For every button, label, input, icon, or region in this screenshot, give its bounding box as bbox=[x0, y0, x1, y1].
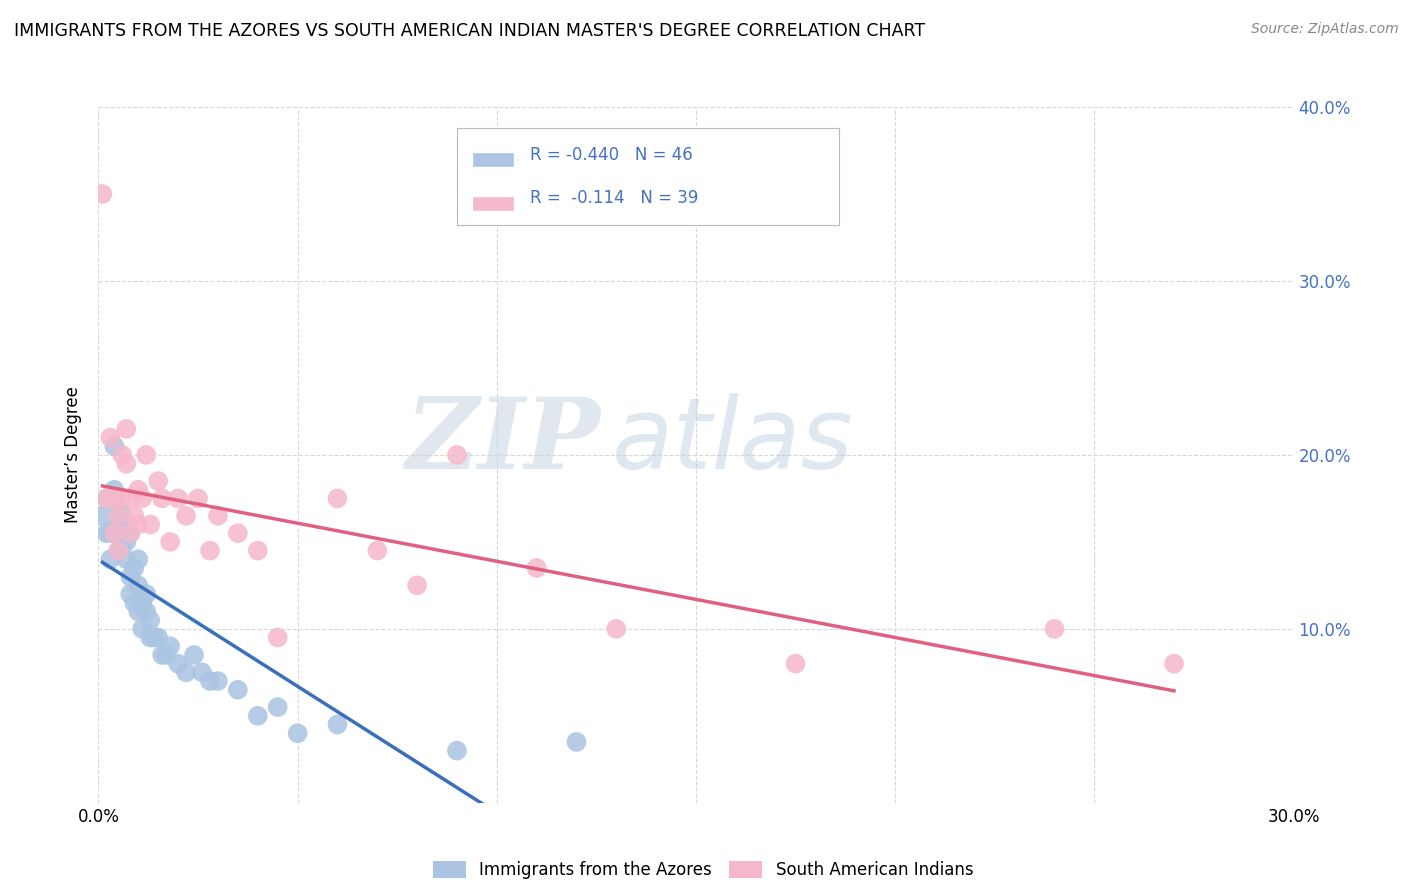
Point bbox=[135, 587, 157, 601]
Point bbox=[565, 735, 588, 749]
Point bbox=[155, 648, 177, 662]
Point bbox=[115, 457, 138, 471]
Point bbox=[167, 491, 190, 506]
Point bbox=[124, 561, 146, 575]
Point bbox=[120, 526, 142, 541]
Point bbox=[107, 500, 129, 514]
Point bbox=[96, 491, 118, 506]
Point bbox=[326, 717, 349, 731]
Point bbox=[103, 491, 125, 506]
Point bbox=[366, 543, 388, 558]
Point bbox=[131, 622, 153, 636]
Point bbox=[111, 508, 134, 523]
Point bbox=[127, 483, 149, 497]
Point bbox=[198, 674, 221, 689]
Point bbox=[124, 508, 146, 523]
Point bbox=[100, 552, 122, 566]
Point bbox=[139, 613, 162, 627]
Point bbox=[131, 491, 153, 506]
Point bbox=[148, 631, 170, 645]
Point bbox=[159, 639, 181, 653]
Text: atlas: atlas bbox=[613, 392, 853, 490]
Point bbox=[115, 534, 138, 549]
Point bbox=[96, 491, 118, 506]
Point bbox=[139, 517, 162, 532]
Point bbox=[198, 543, 221, 558]
Point bbox=[526, 561, 548, 575]
Point bbox=[139, 631, 162, 645]
Point bbox=[127, 552, 149, 566]
Point bbox=[100, 431, 122, 445]
Point bbox=[111, 491, 134, 506]
Point bbox=[207, 674, 229, 689]
Point bbox=[91, 508, 114, 523]
Point bbox=[267, 700, 290, 714]
Point bbox=[120, 570, 142, 584]
Y-axis label: Master’s Degree: Master’s Degree bbox=[65, 386, 83, 524]
Point bbox=[107, 543, 129, 558]
Point bbox=[167, 657, 190, 671]
Point bbox=[91, 187, 114, 202]
Point bbox=[107, 508, 129, 523]
Point bbox=[131, 596, 153, 610]
Point bbox=[150, 648, 173, 662]
Legend: Immigrants from the Azores, South American Indians: Immigrants from the Azores, South Americ… bbox=[433, 861, 973, 880]
Point bbox=[1163, 657, 1185, 671]
Text: IMMIGRANTS FROM THE AZORES VS SOUTH AMERICAN INDIAN MASTER'S DEGREE CORRELATION : IMMIGRANTS FROM THE AZORES VS SOUTH AMER… bbox=[14, 22, 925, 40]
Point bbox=[446, 448, 468, 462]
Text: ZIP: ZIP bbox=[405, 392, 600, 489]
Point bbox=[150, 491, 173, 506]
Point bbox=[124, 596, 146, 610]
Point bbox=[103, 526, 125, 541]
Point bbox=[605, 622, 627, 636]
Point bbox=[246, 708, 269, 723]
Point bbox=[1043, 622, 1066, 636]
Point bbox=[127, 605, 149, 619]
Point bbox=[127, 578, 149, 592]
Point bbox=[174, 508, 197, 523]
Point bbox=[191, 665, 214, 680]
Point bbox=[785, 657, 807, 671]
Point bbox=[135, 448, 157, 462]
Point bbox=[174, 665, 197, 680]
Point bbox=[100, 526, 122, 541]
Point bbox=[446, 744, 468, 758]
Point bbox=[127, 517, 149, 532]
Point bbox=[115, 422, 138, 436]
Point bbox=[183, 648, 205, 662]
Point bbox=[287, 726, 309, 740]
Point bbox=[115, 552, 138, 566]
Point bbox=[246, 543, 269, 558]
Point bbox=[143, 631, 166, 645]
Point bbox=[406, 578, 429, 592]
Point bbox=[226, 526, 249, 541]
Point bbox=[120, 587, 142, 601]
Point bbox=[120, 491, 142, 506]
Point bbox=[326, 491, 349, 506]
Point bbox=[226, 682, 249, 697]
Point bbox=[267, 631, 290, 645]
Point bbox=[107, 517, 129, 532]
Text: Source: ZipAtlas.com: Source: ZipAtlas.com bbox=[1251, 22, 1399, 37]
Point bbox=[103, 439, 125, 453]
Point bbox=[207, 508, 229, 523]
Point bbox=[148, 474, 170, 488]
Point bbox=[135, 605, 157, 619]
Point bbox=[111, 448, 134, 462]
Point bbox=[159, 534, 181, 549]
Point bbox=[96, 526, 118, 541]
Point bbox=[111, 534, 134, 549]
Point bbox=[107, 543, 129, 558]
Point bbox=[103, 483, 125, 497]
Point bbox=[120, 526, 142, 541]
Point bbox=[187, 491, 209, 506]
